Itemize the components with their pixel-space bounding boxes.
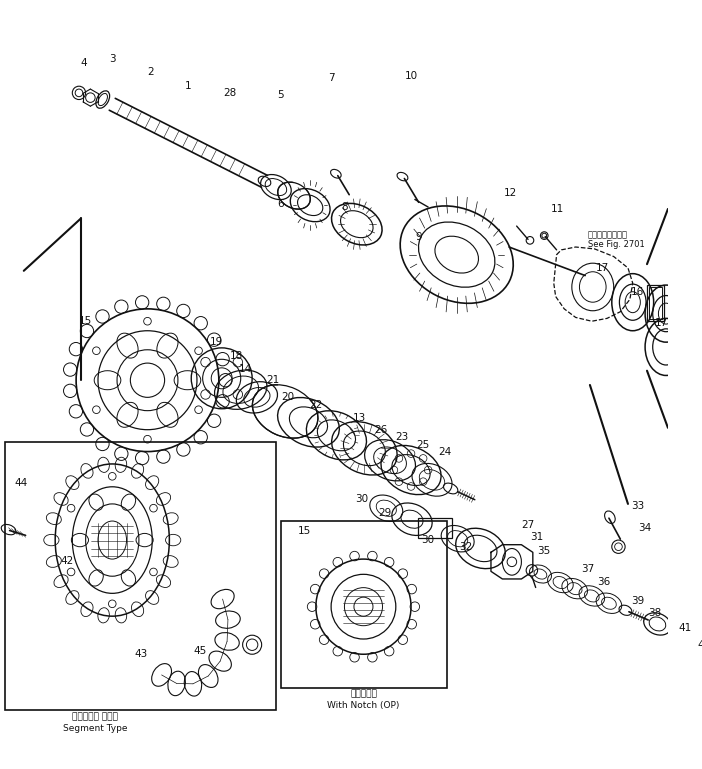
Text: 19: 19 (211, 337, 223, 347)
Text: 14: 14 (239, 364, 252, 374)
Text: 3: 3 (109, 54, 116, 64)
Text: 切り欠き材: 切り欠き材 (350, 690, 377, 699)
Text: 30: 30 (422, 535, 435, 545)
Text: 40: 40 (698, 640, 702, 650)
Text: 33: 33 (631, 501, 644, 511)
Text: 41: 41 (678, 623, 691, 633)
Text: 9: 9 (416, 232, 422, 242)
Text: 36: 36 (597, 577, 611, 587)
Text: 17: 17 (655, 318, 668, 328)
Text: 23: 23 (395, 432, 408, 442)
Text: 8: 8 (341, 202, 347, 212)
Text: 2: 2 (147, 67, 154, 77)
Text: 31: 31 (530, 532, 543, 542)
Text: 37: 37 (581, 564, 595, 574)
Text: 4: 4 (81, 58, 87, 68)
Text: 17: 17 (596, 263, 609, 273)
Text: 35: 35 (538, 547, 551, 557)
Bar (281, 521, 447, 687)
Bar (649, 287, 662, 319)
Text: 45: 45 (193, 647, 206, 657)
Text: 26: 26 (374, 424, 388, 434)
Text: 22: 22 (310, 400, 322, 410)
Text: 34: 34 (639, 523, 651, 533)
Text: 1: 1 (185, 82, 192, 92)
Text: 10: 10 (404, 71, 418, 81)
Text: 21: 21 (267, 375, 279, 385)
Text: 15: 15 (298, 525, 311, 535)
Text: セグメント タイプ: セグメント タイプ (72, 713, 118, 721)
Text: 20: 20 (282, 392, 295, 402)
Text: 39: 39 (631, 596, 644, 606)
Text: 32: 32 (460, 541, 473, 551)
Text: 16: 16 (631, 287, 644, 297)
Text: Segment Type: Segment Type (63, 724, 127, 733)
Bar (647, 285, 664, 321)
Text: 38: 38 (648, 608, 661, 618)
Text: 7: 7 (328, 72, 334, 82)
Text: 42: 42 (60, 556, 73, 566)
Bar (418, 518, 452, 538)
Text: 43: 43 (134, 649, 147, 659)
Text: 25: 25 (416, 440, 429, 450)
Bar (5, 442, 276, 711)
Text: See Fig. 2701: See Fig. 2701 (588, 240, 644, 248)
Text: 27: 27 (522, 520, 535, 530)
Text: 第２７０１図参照: 第２７０１図参照 (588, 230, 628, 239)
Text: 24: 24 (439, 447, 452, 457)
Text: With Notch (OP): With Notch (OP) (327, 701, 399, 710)
Text: 5: 5 (277, 90, 284, 100)
Text: 15: 15 (79, 316, 92, 326)
Text: 28: 28 (224, 88, 237, 98)
Text: 44: 44 (14, 478, 27, 488)
Text: 6: 6 (277, 199, 284, 209)
Text: 12: 12 (503, 188, 517, 198)
Text: 11: 11 (551, 204, 564, 214)
Text: 30: 30 (355, 494, 368, 504)
Text: 13: 13 (353, 413, 366, 423)
Text: 18: 18 (230, 351, 243, 361)
Text: 29: 29 (378, 508, 392, 518)
